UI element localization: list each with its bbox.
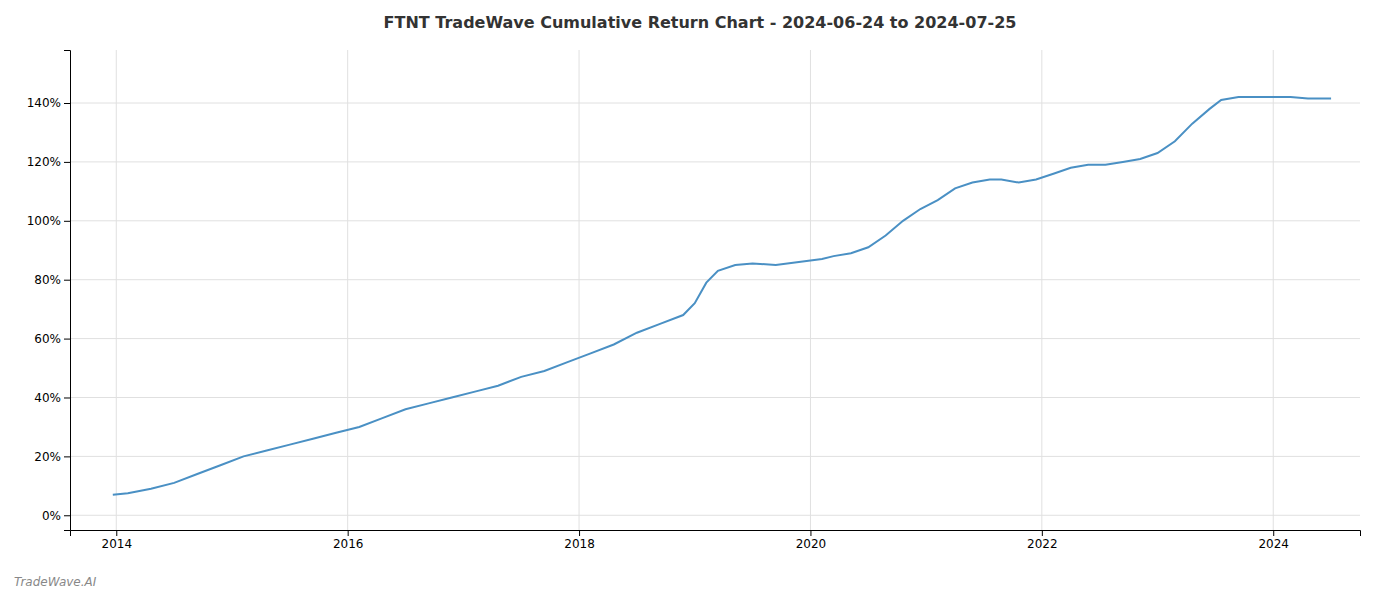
x-tick: 2018 — [564, 530, 595, 551]
x-tick-label: 2022 — [1027, 537, 1058, 551]
y-tick-mark — [64, 103, 70, 104]
grid-line-x — [810, 50, 811, 530]
y-tick: 60% — [34, 332, 70, 346]
x-tick-label: 2014 — [102, 537, 133, 551]
y-axis-line — [64, 51, 71, 531]
grid-line-x — [1041, 50, 1042, 530]
plot-area: 2014 2016 2018 2020 2022 2024 0% 20% 40% 60% 80% 10… — [27, 50, 1361, 551]
x-tick-label: 2016 — [333, 537, 364, 551]
grid — [70, 50, 1360, 530]
y-tick-mark — [64, 339, 70, 340]
y-tick-label: 20% — [34, 450, 61, 464]
y-tick-mark — [64, 397, 70, 398]
y-tick-label: 80% — [34, 273, 61, 287]
y-tick-label: 60% — [34, 332, 61, 346]
y-tick-label: 120% — [27, 155, 61, 169]
grid-line-x — [116, 50, 117, 530]
y-tick-mark — [64, 456, 70, 457]
y-tick: 40% — [34, 391, 70, 405]
y-tick: 140% — [27, 96, 70, 110]
x-tick-mark — [116, 530, 117, 536]
y-tick: 0% — [42, 509, 70, 523]
grid-line-y — [70, 161, 1360, 162]
x-tick-mark — [348, 530, 349, 536]
x-tick-mark — [1273, 530, 1274, 536]
x-tick-label: 2020 — [796, 537, 827, 551]
grid-line-y — [70, 279, 1360, 280]
x-tick-label: 2018 — [564, 537, 595, 551]
y-tick-mark — [64, 162, 70, 163]
grid-line-y — [70, 220, 1360, 221]
y-tick: 20% — [34, 450, 70, 464]
grid-line-y — [70, 397, 1360, 398]
y-tick-label: 40% — [34, 391, 61, 405]
watermark: TradeWave.AI — [14, 575, 97, 589]
grid-line-y — [70, 515, 1360, 516]
series-line — [113, 97, 1331, 495]
y-tick-label: 100% — [27, 214, 61, 228]
x-tick: 2014 — [102, 530, 133, 551]
x-tick: 2024 — [1258, 530, 1289, 551]
grid-line-y — [70, 103, 1360, 104]
title: FTNT TradeWave Cumulative Return Chart -… — [384, 13, 1017, 32]
y-tick-mark — [64, 515, 70, 516]
y-tick-mark — [64, 221, 70, 222]
x-tick: 2020 — [796, 530, 827, 551]
grid-line-x — [1273, 50, 1274, 530]
marks — [113, 97, 1331, 495]
chart: 2014 2016 2018 2020 2022 2024 0% 20% 40% 60% 80% 10… — [0, 0, 1400, 600]
x-tick-mark — [1042, 530, 1043, 536]
grid-line-x — [579, 50, 580, 530]
y-tick: 80% — [34, 273, 70, 287]
grid-line-y — [70, 456, 1360, 457]
y-axis: 0% 20% 40% 60% 80% 100% 120% 140% — [27, 51, 71, 531]
grid-line-x — [347, 50, 348, 530]
x-tick-mark — [579, 530, 580, 536]
y-tick: 120% — [27, 155, 70, 169]
x-tick: 2022 — [1027, 530, 1058, 551]
grid-line-y — [70, 338, 1360, 339]
x-axis: 2014 2016 2018 2020 2022 2024 — [71, 530, 1361, 551]
x-axis-line — [71, 531, 1361, 537]
y-tick: 100% — [27, 214, 70, 228]
y-tick-mark — [64, 280, 70, 281]
x-tick: 2016 — [333, 530, 364, 551]
y-tick-label: 0% — [42, 509, 61, 523]
x-tick-mark — [810, 530, 811, 536]
y-tick-label: 140% — [27, 96, 61, 110]
x-tick-label: 2024 — [1258, 537, 1289, 551]
